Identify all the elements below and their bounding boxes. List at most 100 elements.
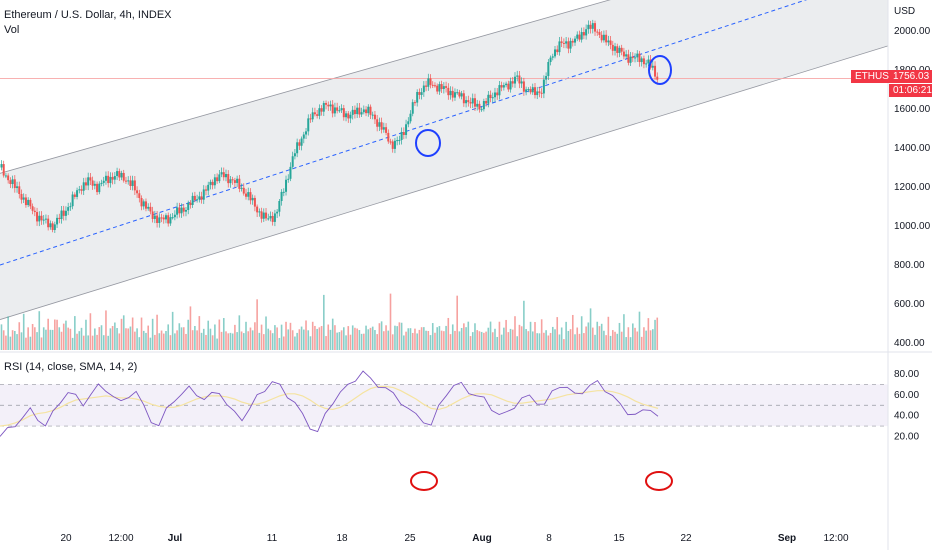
volume-bar xyxy=(145,332,147,350)
candle-body xyxy=(265,212,268,219)
candle-body xyxy=(4,175,7,177)
volume-bar xyxy=(447,317,450,350)
volume-bar xyxy=(316,328,318,350)
volume-bar xyxy=(25,337,27,350)
volume-bar xyxy=(120,318,123,350)
volume-bar xyxy=(551,326,554,350)
volume-bar xyxy=(218,319,221,350)
volume-bar xyxy=(527,331,530,350)
price-pane[interactable] xyxy=(0,0,889,320)
candle-body xyxy=(631,56,634,59)
volume-bar xyxy=(294,336,296,350)
volume-bar xyxy=(629,337,632,350)
volume-bar xyxy=(269,330,272,350)
candle-body xyxy=(131,180,134,186)
volume-bar xyxy=(229,332,232,350)
candle-body xyxy=(107,175,110,184)
volume-bar xyxy=(289,322,292,350)
red-circle-annotation xyxy=(410,471,438,491)
candle-body xyxy=(471,98,474,104)
candle-body xyxy=(113,176,116,180)
volume-bar xyxy=(520,326,523,350)
candle-body xyxy=(16,186,19,189)
volume-bar xyxy=(207,320,210,350)
volume-bar xyxy=(354,327,356,350)
countdown-badge: 01:06:21 xyxy=(889,84,932,97)
time-axis-tick: 22 xyxy=(680,533,692,544)
candle-body xyxy=(482,101,485,110)
volume-bar xyxy=(523,300,525,350)
volume-bar xyxy=(478,331,481,350)
volume-bar xyxy=(238,315,241,350)
volume-bar xyxy=(136,328,138,350)
candle-body xyxy=(376,119,379,127)
volume-pane xyxy=(0,293,659,350)
rsi-line xyxy=(0,370,659,437)
volume-bar xyxy=(516,336,519,350)
volume-bar xyxy=(220,331,223,350)
rsi-pane[interactable] xyxy=(0,370,888,437)
candle-body xyxy=(640,58,643,63)
candle-body xyxy=(269,215,272,219)
candle-body xyxy=(531,87,534,93)
volume-bar xyxy=(387,330,390,350)
candle-body xyxy=(9,180,12,185)
candle-body xyxy=(278,201,281,212)
volume-bar xyxy=(14,330,16,350)
candle-body xyxy=(340,108,343,111)
candle-body xyxy=(176,207,179,215)
volume-bar xyxy=(558,334,561,350)
candle-body xyxy=(487,94,490,104)
volume-bar xyxy=(596,321,599,350)
candle-body xyxy=(554,49,557,57)
volume-bar xyxy=(198,316,201,350)
volume-bar xyxy=(411,332,414,350)
candle-body xyxy=(49,223,52,228)
candle-body xyxy=(594,23,597,32)
volume-bar xyxy=(323,294,325,350)
time-axis-tick: 12:00 xyxy=(108,533,133,544)
volume-bar xyxy=(549,332,552,350)
candle-body xyxy=(413,102,416,104)
candle-body xyxy=(227,174,230,184)
volume-bar xyxy=(394,325,396,350)
volume-bar xyxy=(329,329,332,350)
volume-bar xyxy=(260,324,263,350)
volume-bar xyxy=(400,322,403,350)
volume-bar xyxy=(178,323,181,350)
volume-bar xyxy=(22,313,25,350)
candle-body xyxy=(76,190,79,197)
volume-bar xyxy=(125,328,127,350)
volume-bar xyxy=(165,330,167,350)
candle-body xyxy=(458,92,461,97)
volume-bar xyxy=(27,327,29,350)
candle-body xyxy=(602,34,605,41)
volume-bar xyxy=(109,328,112,350)
candle-body xyxy=(136,190,139,194)
channel-midline xyxy=(0,0,808,266)
candle-body xyxy=(138,193,141,199)
volume-bar xyxy=(200,332,203,350)
candle-body xyxy=(576,34,579,39)
time-axis-tick: 20 xyxy=(60,533,72,544)
volume-bar xyxy=(331,318,334,350)
candle-body xyxy=(445,86,448,88)
volume-bar xyxy=(69,328,72,350)
candle-body xyxy=(180,207,183,214)
volume-bar xyxy=(196,330,198,350)
candle-body xyxy=(369,106,372,115)
candle-body xyxy=(349,114,352,119)
candle-body xyxy=(296,142,299,154)
candle-body xyxy=(489,94,492,98)
volume-bar xyxy=(334,325,336,350)
volume-bar xyxy=(360,333,363,350)
volume-bar xyxy=(534,322,536,350)
candle-body xyxy=(433,85,436,87)
volume-bar xyxy=(205,334,207,350)
volume-bar xyxy=(16,334,18,350)
volume-bar xyxy=(580,316,583,350)
candle-body xyxy=(0,164,3,168)
volume-bar xyxy=(611,330,614,350)
volume-bar xyxy=(418,329,421,350)
blue-circle-annotation xyxy=(415,129,441,157)
